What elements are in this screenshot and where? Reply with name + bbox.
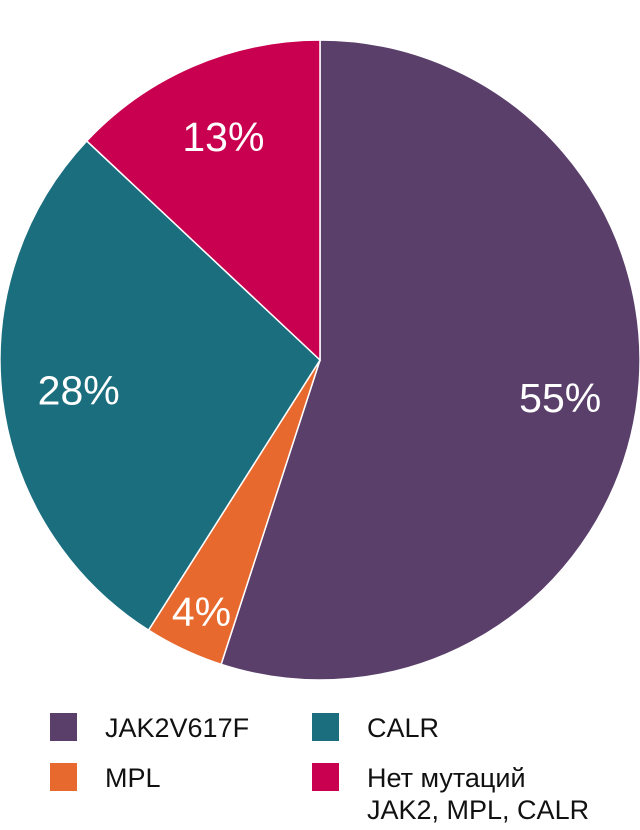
legend-label: MPL — [105, 763, 161, 793]
pie-slice-нет-мутаций — [85, 39, 321, 362]
data-label: 13% — [182, 114, 264, 160]
legend-item-mpl: MPL — [50, 762, 161, 794]
pie-slice-calr — [0, 139, 321, 632]
legend-swatch — [50, 713, 77, 741]
legend-swatch — [312, 713, 339, 741]
data-label: 4% — [172, 589, 231, 635]
legend-label: JAK2V617F — [105, 713, 250, 743]
data-label: 28% — [38, 367, 120, 413]
pie-slice-jak2v617f — [220, 39, 640, 681]
legend-label: CALR — [367, 713, 440, 743]
data-label: 55% — [519, 375, 601, 421]
pie-chart: 55% 4% 28% 13% — [0, 39, 640, 681]
legend-item-jak2v617f: JAK2V617F — [50, 712, 249, 744]
legend-swatch — [50, 763, 77, 791]
legend-item-calr: CALR — [312, 712, 439, 744]
legend-swatch — [312, 763, 339, 791]
legend-item-no-mutations: Нет мутаций JAK2, MPL, CALR — [312, 762, 589, 826]
legend-label: Нет мутаций JAK2, MPL, CALR — [367, 763, 590, 825]
